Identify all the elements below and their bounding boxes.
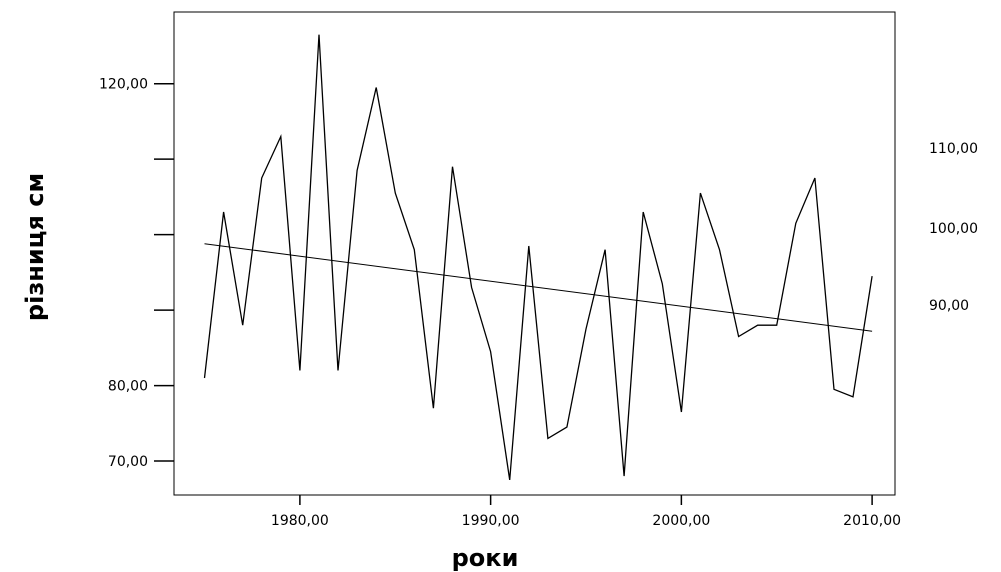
x-tick-label: 1980,00	[271, 513, 329, 529]
y-tick-label: 70,00	[108, 454, 148, 470]
series-layer	[203, 34, 873, 480]
trend-line	[204, 243, 873, 332]
x-axis-ticks: 1980,00 1990,00 2000,00 2010,00	[271, 495, 901, 529]
plot-frame	[173, 11, 896, 496]
y-axis-title: різниця см	[21, 173, 49, 321]
x-tick-label: 2000,00	[652, 513, 710, 529]
extra-label-110: 110,00	[929, 141, 978, 157]
y-axis-ticks: 70,00 80,00 120,00	[99, 77, 174, 470]
extra-label-90: 90,00	[929, 298, 969, 314]
y-tick-label: 80,00	[108, 379, 148, 395]
x-tick-label: 2010,00	[843, 513, 901, 529]
extra-label-100: 100,00	[929, 221, 978, 237]
x-tick-label: 1990,00	[462, 513, 520, 529]
x-axis-title: роки	[452, 544, 519, 572]
series-line	[203, 34, 873, 480]
y-tick-label: 120,00	[99, 77, 148, 93]
